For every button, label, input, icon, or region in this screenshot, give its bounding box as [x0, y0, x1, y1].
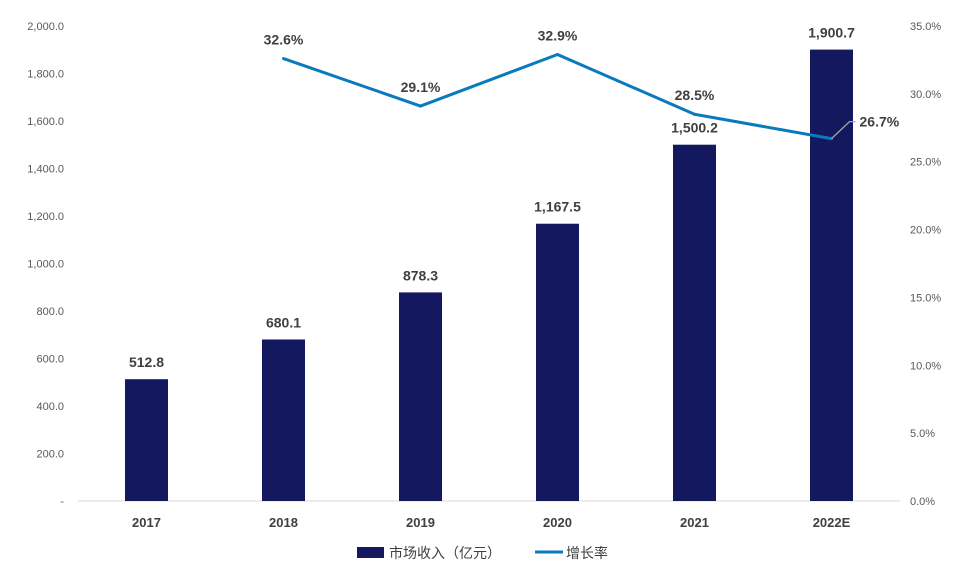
bar — [399, 292, 442, 501]
x-tick-label: 2017 — [132, 515, 161, 530]
line-point — [693, 112, 696, 116]
left-tick-label: 1,200.0 — [27, 211, 64, 223]
line-value-label: 32.6% — [264, 32, 304, 48]
bar-value-label: 680.1 — [266, 314, 301, 330]
x-tick-label: 2018 — [269, 515, 298, 530]
bars: 512.8 680.1 878.3 1,167.5 1,500.2 1,900.7 — [125, 25, 855, 502]
left-axis: - 200.0 400.0 600.0 800.0 1,000.0 1,200.0 1,400… — [27, 21, 64, 508]
x-tick-label: 2020 — [543, 515, 572, 530]
x-tick-label: 2022E — [813, 515, 851, 530]
line-point — [419, 104, 422, 108]
left-tick-label: 1,800.0 — [27, 69, 64, 81]
left-tick-label: - — [60, 496, 64, 508]
left-tick-label: 1,000.0 — [27, 259, 64, 271]
left-tick-label: 600.0 — [36, 354, 64, 366]
right-tick-label: 0.0% — [910, 496, 935, 508]
left-tick-label: 1,400.0 — [27, 164, 64, 176]
left-tick-label: 1,600.0 — [27, 116, 64, 128]
legend-line-label: 增长率 — [566, 545, 608, 562]
bar-value-label: 1,900.7 — [808, 25, 855, 41]
right-tick-label: 20.0% — [910, 225, 941, 237]
right-tick-label: 30.0% — [910, 89, 941, 101]
bar — [810, 49, 853, 502]
x-tick-label: 2019 — [406, 515, 435, 530]
bar-value-label: 512.8 — [129, 354, 164, 370]
line-value-label: 32.9% — [538, 28, 578, 44]
line-value-label: 26.7% — [860, 114, 900, 130]
bar — [536, 223, 579, 501]
right-tick-label: 5.0% — [910, 428, 935, 440]
growth-line: 32.6% 29.1% 32.9% 28.5% 26.7% — [264, 28, 900, 141]
left-tick-label: 400.0 — [36, 401, 64, 413]
bar-value-label: 1,500.2 — [671, 120, 718, 136]
left-tick-label: 800.0 — [36, 306, 64, 318]
line-point — [282, 57, 285, 61]
leader-line — [831, 120, 856, 140]
right-tick-label: 10.0% — [910, 360, 941, 372]
right-tick-label: 15.0% — [910, 292, 941, 304]
bar — [673, 144, 716, 501]
x-tick-label: 2021 — [680, 515, 709, 530]
left-tick-label: 2,000.0 — [27, 21, 64, 33]
legend: 市场收入（亿元） 增长率 — [357, 545, 608, 562]
bar — [262, 339, 305, 501]
bar-value-label: 878.3 — [403, 267, 438, 283]
x-axis: 2017 2018 2019 2020 2021 2022E — [132, 515, 851, 530]
bar — [125, 379, 168, 501]
right-axis: 0.0% 5.0% 10.0% 15.0% 20.0% 25.0% 30.0% 35.0% — [910, 21, 941, 508]
line-value-label: 28.5% — [675, 87, 715, 103]
right-tick-label: 35.0% — [910, 21, 941, 33]
left-tick-label: 200.0 — [36, 449, 64, 461]
growth-line-path — [283, 53, 832, 141]
line-point — [556, 53, 559, 56]
bar-value-label: 1,167.5 — [534, 199, 581, 215]
legend-bar-swatch — [357, 547, 384, 558]
line-value-label: 29.1% — [401, 79, 441, 95]
right-tick-label: 25.0% — [910, 157, 941, 169]
legend-bar-label: 市场收入（亿元） — [389, 545, 501, 562]
